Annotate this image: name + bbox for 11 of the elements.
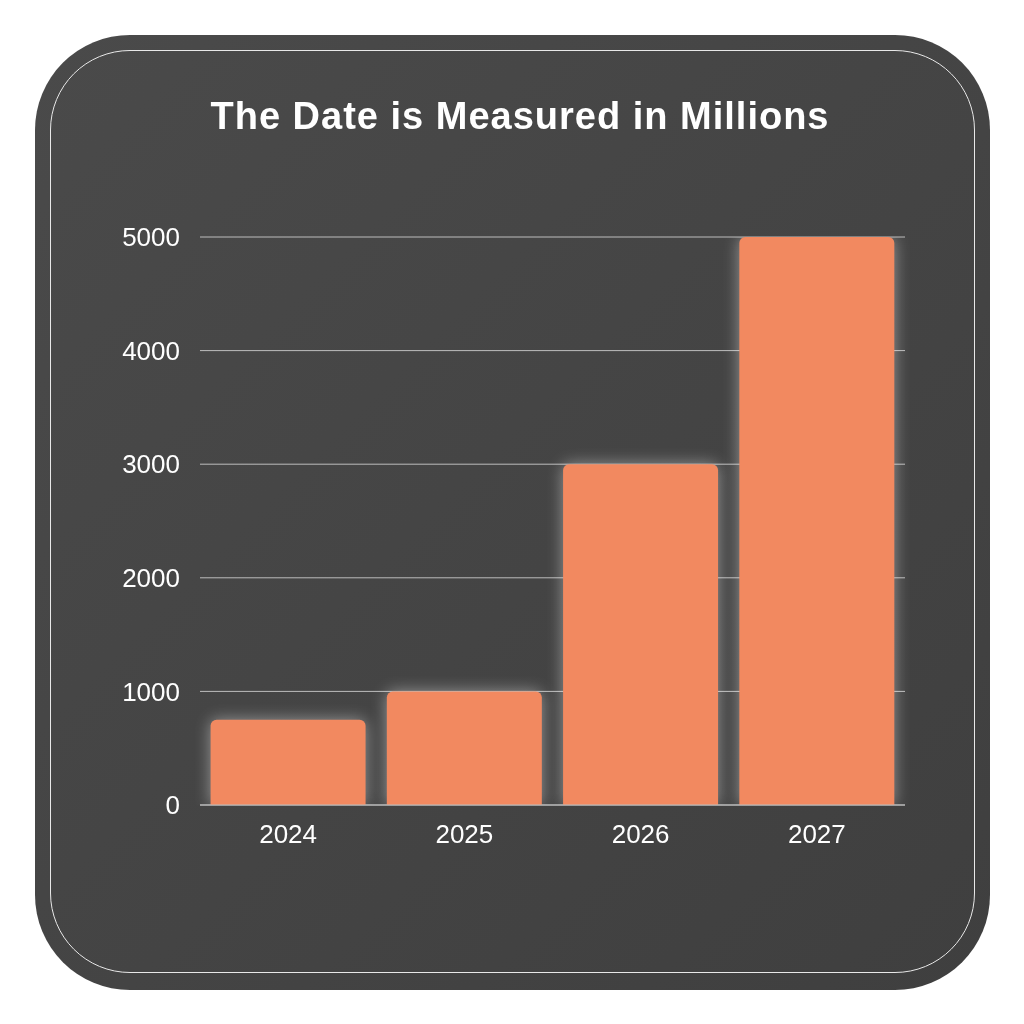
y-tick-label: 3000 bbox=[122, 449, 180, 480]
y-tick-label: 2000 bbox=[122, 563, 180, 594]
x-tick-label: 2024 bbox=[259, 819, 318, 850]
x-tick-label: 2025 bbox=[435, 819, 494, 850]
y-tick-label: 4000 bbox=[122, 335, 180, 366]
y-tick-label: 5000 bbox=[122, 222, 180, 253]
y-tick-label: 0 bbox=[165, 790, 180, 821]
x-tick-label: 2027 bbox=[787, 819, 846, 850]
chart-title: The Date is Measured in Millions bbox=[209, 95, 831, 138]
x-tick-label: 2026 bbox=[611, 819, 670, 850]
y-tick-label: 1000 bbox=[122, 676, 180, 707]
